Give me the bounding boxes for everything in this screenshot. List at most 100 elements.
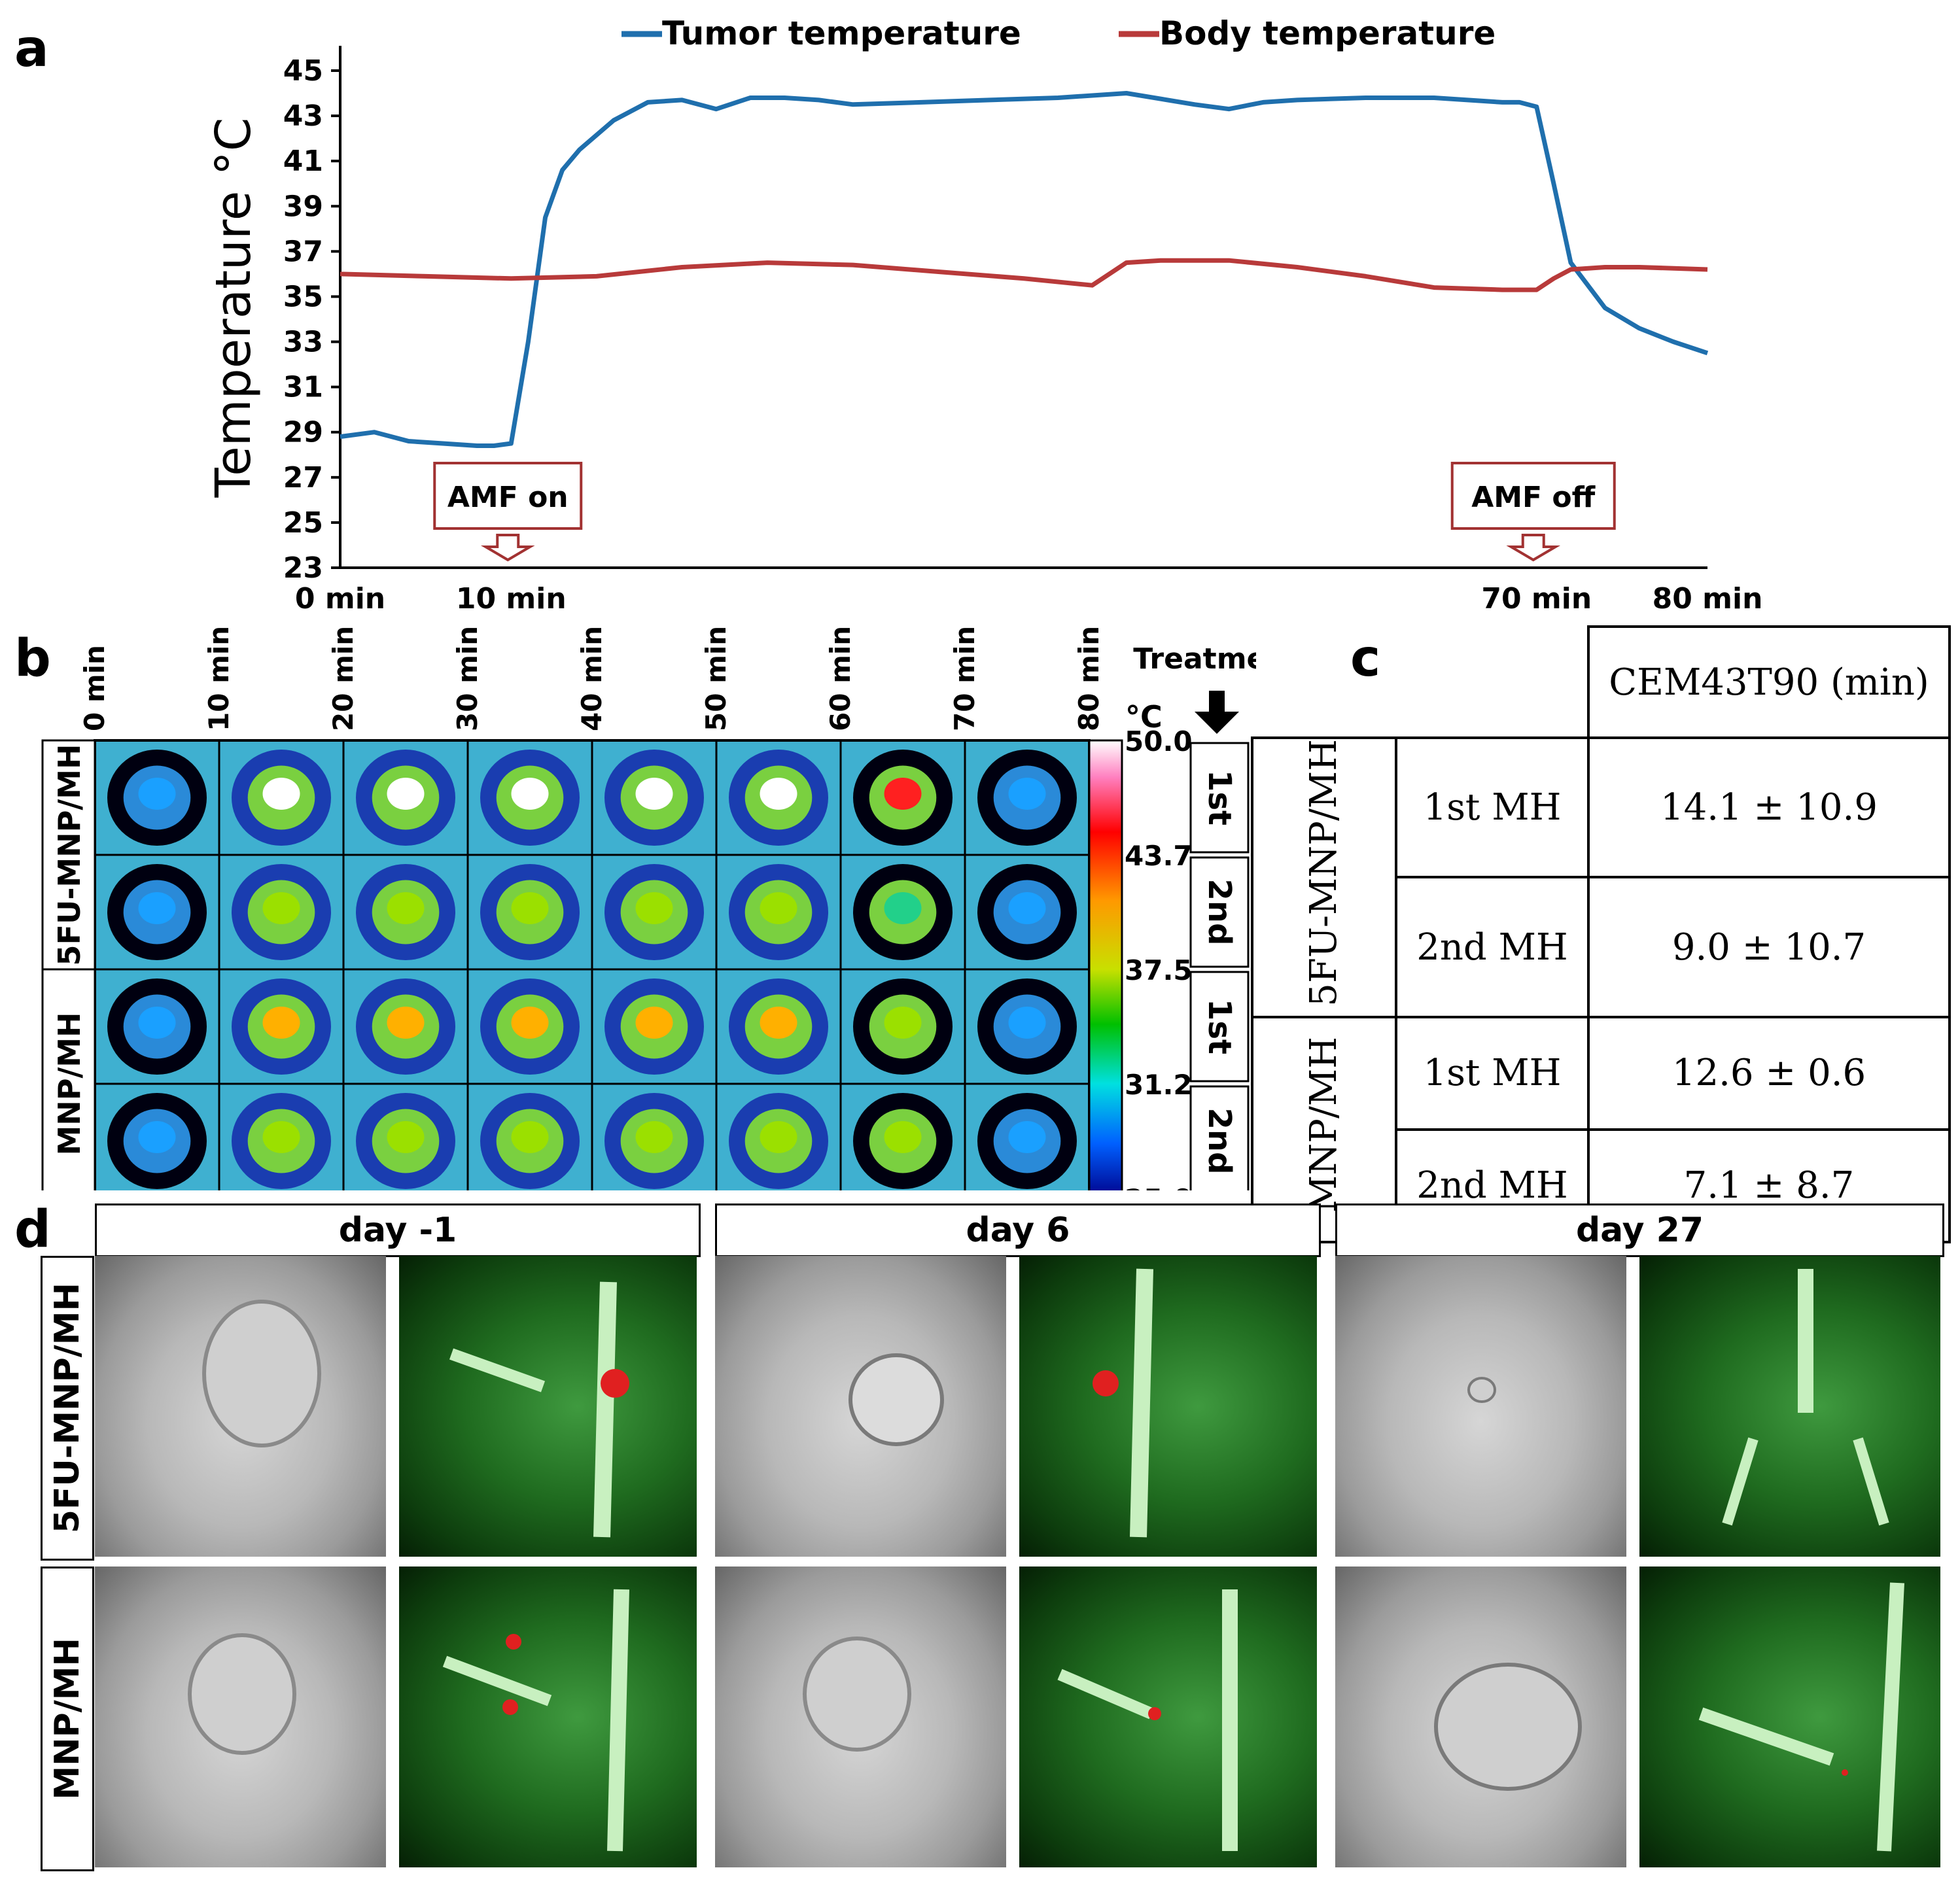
thermal-hotspot xyxy=(760,1121,797,1153)
x-tick-label: 80 min xyxy=(1653,582,1763,615)
treatment-arrow xyxy=(1195,691,1239,734)
time-label: 80 min xyxy=(1073,626,1105,731)
thermal-hotspot xyxy=(635,1121,673,1153)
thermal-hotspot xyxy=(387,1121,425,1153)
mnp-spot xyxy=(506,1634,521,1650)
spine-bone xyxy=(607,1589,629,1852)
treatment-label: 1st xyxy=(1201,999,1238,1054)
time-label: 0 min xyxy=(79,645,111,731)
colorbar-tick-label: 37.5 xyxy=(1125,954,1193,986)
spine-bone xyxy=(593,1281,617,1538)
day-header-1: day -1 xyxy=(95,1203,701,1257)
ct-image-overlays xyxy=(188,1268,1904,1852)
table-cell-value: 14.1 ± 10.9 xyxy=(1587,736,1951,879)
y-tick-label: 41 xyxy=(283,145,323,178)
thermal-hotspot xyxy=(1008,1121,1046,1153)
day-header-2: day 6 xyxy=(715,1203,1321,1257)
time-label: 10 min xyxy=(203,626,235,731)
time-label: 30 min xyxy=(451,626,483,731)
treatment-label: 2nd xyxy=(1201,1108,1238,1175)
row-label-5fu: 5FU-MNP/MH xyxy=(41,1256,94,1561)
thermal-hotspot xyxy=(387,892,425,924)
mnp-spot xyxy=(601,1369,629,1398)
leg-bone xyxy=(1698,1707,1834,1766)
tumor-bulge xyxy=(188,1633,296,1755)
thermal-hotspot xyxy=(262,778,300,810)
thermal-hotspot xyxy=(387,1007,425,1039)
unit-label: °C xyxy=(1125,699,1163,735)
thermal-hotspot xyxy=(635,778,673,810)
colorbar xyxy=(1088,739,1123,1190)
leg-bone xyxy=(1057,1669,1154,1720)
thermal-hotspot xyxy=(511,892,549,924)
mnp-spot xyxy=(1093,1370,1119,1396)
annotation-label: AMF off xyxy=(1471,481,1596,514)
annotation-box xyxy=(1450,462,1616,530)
y-tick-label: 43 xyxy=(283,99,323,133)
thermal-hotspot xyxy=(884,1007,922,1039)
table-row-label: 2nd MH xyxy=(1395,876,1590,1018)
group-box xyxy=(41,739,96,971)
treatment-label: 1st xyxy=(1201,770,1238,825)
thermal-hotspot xyxy=(1008,1007,1046,1039)
ct-skeleton-image xyxy=(1019,1256,1317,1557)
thermal-hotspot xyxy=(635,892,673,924)
thermal-hotspot xyxy=(760,778,797,810)
colorbar-tick-label: 25.0 xyxy=(1125,1183,1193,1190)
colorbar-tick-label: 31.2 xyxy=(1125,1069,1193,1101)
treatment-box xyxy=(1189,1085,1250,1190)
time-label: 70 min xyxy=(949,626,981,731)
annotation-label: AMF on xyxy=(447,481,569,514)
panel-label-b: b xyxy=(14,629,51,688)
table-cell-value: 12.6 ± 0.6 xyxy=(1587,1015,1951,1131)
ct-surface-image xyxy=(1335,1256,1626,1557)
treatment-box xyxy=(1189,856,1250,968)
spine-bone xyxy=(1130,1268,1153,1538)
thermal-hotspot xyxy=(138,778,176,810)
y-tick-label: 33 xyxy=(283,326,323,359)
thermal-hotspot xyxy=(262,892,300,924)
legend-label: Tumor temperature xyxy=(662,14,1021,52)
series-line xyxy=(340,91,1709,448)
thermal-hotspot xyxy=(511,778,549,810)
colorbar-tick-label: 43.7 xyxy=(1125,840,1193,872)
time-label: 20 min xyxy=(327,626,359,731)
x-tick-label: 70 min xyxy=(1481,582,1592,615)
thermal-image-grid: 0 min 10 min 20 min 30 min 40 min 50 min 60 mi… xyxy=(41,626,1256,1190)
x-tick-label: 10 min xyxy=(456,582,567,615)
leg-bone xyxy=(449,1348,546,1393)
leg-bone xyxy=(1722,1437,1889,1526)
y-tick-label: 45 xyxy=(283,54,323,88)
thermal-hotspot xyxy=(1008,778,1046,810)
mnp-spot xyxy=(502,1699,518,1715)
leg-bone xyxy=(442,1655,552,1706)
thermal-hotspot xyxy=(138,1121,176,1153)
thermal-hotspot xyxy=(760,892,797,924)
tumor-bulge xyxy=(803,1636,911,1752)
thermal-hotspot xyxy=(635,1007,673,1039)
thermal-hotspot xyxy=(884,778,922,810)
tumor-remnant xyxy=(1467,1377,1496,1403)
treatment-header: Treatment xyxy=(1133,642,1256,676)
ct-skeleton-image xyxy=(1019,1567,1317,1867)
mnp-spot xyxy=(1148,1707,1161,1720)
time-label: 40 min xyxy=(576,626,608,731)
table-header: CEM43T90 (min) xyxy=(1587,625,1951,739)
thermal-hotspot xyxy=(511,1121,549,1153)
panel-label-d: d xyxy=(14,1200,51,1259)
annotation-arrow xyxy=(480,534,535,562)
y-tick-label: 29 xyxy=(283,416,323,449)
ct-skeleton-image xyxy=(399,1567,697,1867)
tumor-scar xyxy=(849,1353,944,1446)
ct-skeleton-image xyxy=(1639,1256,1940,1557)
table-row-label: 1st MH xyxy=(1395,736,1590,879)
group-label: 5FU-MNP/MH xyxy=(52,744,87,966)
y-tick-label: 37 xyxy=(283,235,323,268)
colorbar-tick-label: 50.0 xyxy=(1125,725,1193,757)
time-label: 50 min xyxy=(700,626,732,731)
y-axis-label: Temperature °C xyxy=(205,118,262,498)
thermal-hotspot xyxy=(1008,892,1046,924)
y-tick-label: 35 xyxy=(283,280,323,313)
thermal-hotspot xyxy=(138,892,176,924)
thermal-hotspot xyxy=(884,1121,922,1153)
